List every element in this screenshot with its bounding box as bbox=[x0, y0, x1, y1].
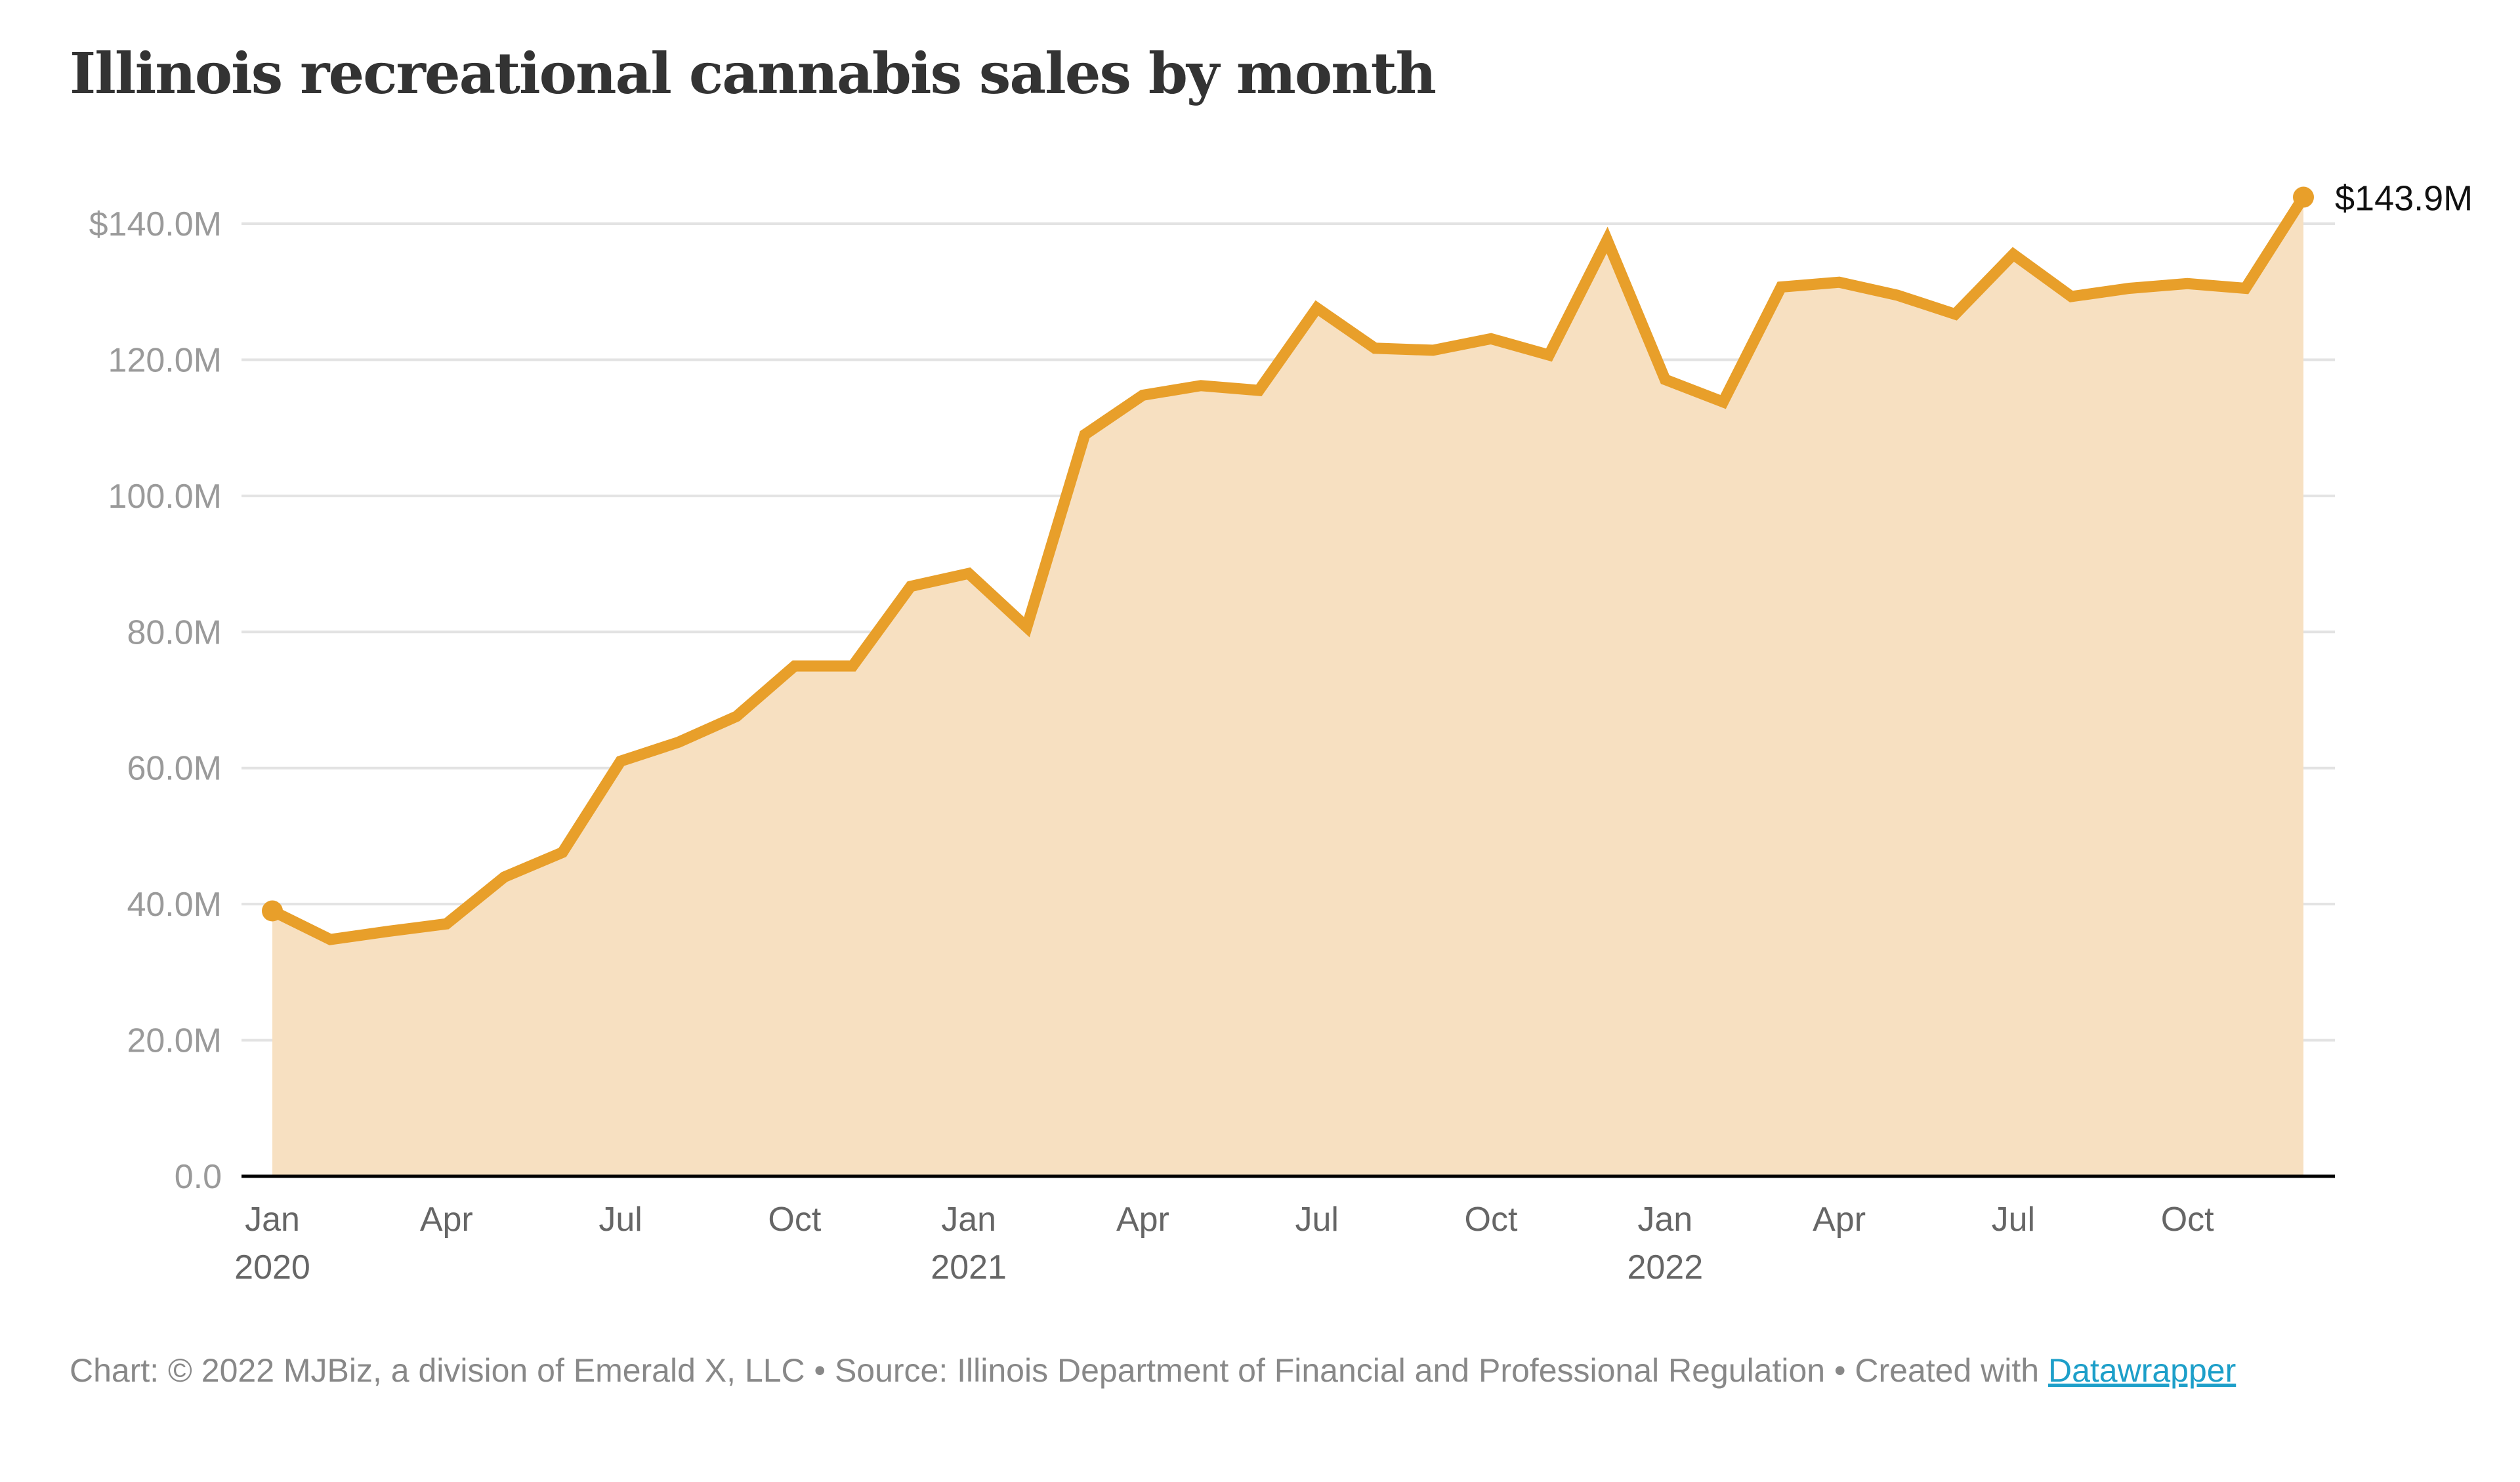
x-tick-label: Jan bbox=[1637, 1201, 1692, 1239]
y-tick-label: 0.0 bbox=[175, 1158, 222, 1196]
chart-title: Illinois recreational cannabis sales by … bbox=[70, 41, 1437, 107]
x-tick-label: Jan bbox=[245, 1201, 300, 1239]
x-tick-label: Oct bbox=[1465, 1201, 1518, 1239]
x-tick-label: Apr bbox=[1813, 1201, 1866, 1239]
data-point bbox=[262, 900, 283, 922]
series-line bbox=[270, 194, 2309, 945]
footer-credit: Chart: © 2022 MJBiz, a division of Emera… bbox=[70, 1352, 2048, 1389]
y-tick-label: 60.0M bbox=[127, 750, 222, 788]
y-tick-label: 100.0M bbox=[108, 478, 222, 516]
x-tick-year-label: 2020 bbox=[234, 1248, 310, 1286]
x-tick-year-label: 2021 bbox=[931, 1248, 1007, 1286]
x-axis-ticks: Jan 2020 Apr Jul Oct Jan 2021 Apr Jul Oct Jan 2022 A… bbox=[234, 1201, 2214, 1286]
y-axis-ticks: 0.0 20.0M 40.0M 60.0M 80.0M 100.0M 120.0M $140.… bbox=[89, 205, 222, 1196]
x-tick-label: Oct bbox=[2161, 1201, 2214, 1239]
data-point bbox=[2293, 186, 2314, 208]
y-tick-label: 120.0M bbox=[108, 341, 222, 379]
x-tick-label: Oct bbox=[768, 1201, 821, 1239]
footer: Chart: © 2022 MJBiz, a division of Emera… bbox=[70, 1351, 2236, 1389]
datawrapper-link[interactable]: Datawrapper bbox=[2048, 1352, 2236, 1389]
end-value-label: $143.9M bbox=[2335, 179, 2473, 218]
y-tick-label: 20.0M bbox=[127, 1022, 222, 1060]
x-tick-label: Apr bbox=[420, 1201, 473, 1239]
y-tick-label: 40.0M bbox=[127, 886, 222, 924]
x-tick-label: Jul bbox=[1992, 1201, 2035, 1239]
x-tick-year-label: 2022 bbox=[1627, 1248, 1703, 1286]
chart: 0.0 20.0M 40.0M 60.0M 80.0M 100.0M 120.0M $140.… bbox=[89, 179, 2473, 1286]
x-tick-label: Jan bbox=[941, 1201, 996, 1239]
y-tick-label: 80.0M bbox=[127, 613, 222, 651]
x-tick-label: Apr bbox=[1116, 1201, 1169, 1239]
x-tick-label: Jul bbox=[1295, 1201, 1338, 1239]
y-tick-label: $140.0M bbox=[89, 205, 222, 243]
area-fill bbox=[272, 197, 2303, 1177]
x-tick-label: Jul bbox=[598, 1201, 642, 1239]
series-points bbox=[262, 186, 2314, 922]
